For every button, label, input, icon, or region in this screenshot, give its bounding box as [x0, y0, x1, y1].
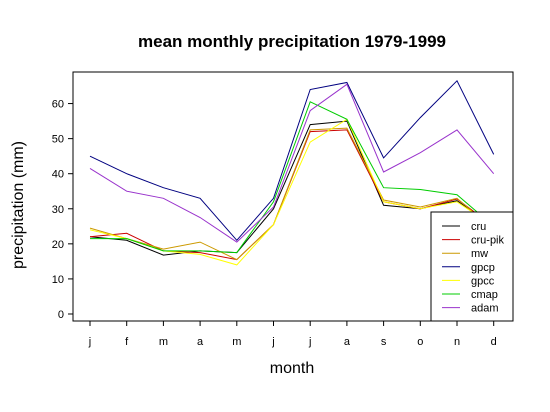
y-tick-label: 40 [52, 169, 64, 181]
x-tick-label: n [454, 336, 460, 348]
x-tick-label: a [197, 336, 204, 348]
y-tick-label: 50 [52, 134, 64, 146]
x-tick-label: s [381, 336, 387, 348]
legend-label-gpcc: gpcc [471, 275, 495, 287]
legend-label-adam: adam [471, 303, 499, 315]
series-line-cmap [90, 101, 495, 254]
x-tick-label: m [159, 336, 168, 348]
x-tick-label: o [417, 336, 423, 348]
y-tick-label: 20 [52, 239, 64, 251]
x-tick-label: j [88, 336, 91, 348]
legend-label-mw: mw [471, 248, 488, 260]
series-line-adam [89, 83, 495, 243]
x-tick-label: j [308, 336, 311, 348]
chart-title: mean monthly precipitation 1979-1999 [138, 32, 446, 51]
x-tick-label: j [271, 336, 274, 348]
series-lines [89, 79, 495, 266]
legend-label-cmap: cmap [471, 289, 498, 301]
y-tick-label: 0 [58, 309, 64, 321]
plot-box [72, 71, 514, 322]
x-tick-label: d [491, 336, 497, 348]
x-tick-label: f [125, 336, 129, 348]
legend-label-cru-pik: cru-pik [471, 235, 505, 247]
y-tick-label: 30 [52, 204, 64, 216]
y-tick-label: 60 [52, 99, 64, 111]
y-axis: 0 10 20 30 40 50 60 [52, 99, 73, 321]
x-tick-label: a [344, 336, 351, 348]
series-line-gpcp [89, 79, 495, 242]
x-axis-label: month [270, 360, 314, 377]
legend-label-cru: cru [471, 221, 486, 233]
y-axis-label: precipitation (mm) [10, 141, 27, 269]
series-line-mw [89, 127, 495, 261]
legend-label-gpcp: gpcp [471, 262, 495, 274]
x-tick-label: m [232, 336, 241, 348]
legend-box [430, 211, 514, 322]
y-tick-label: 10 [52, 274, 64, 286]
